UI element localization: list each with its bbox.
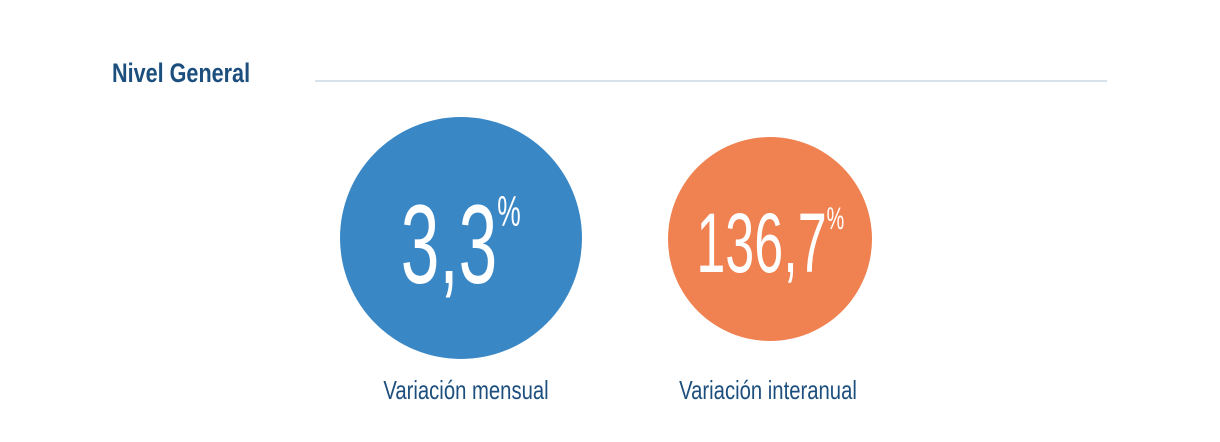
monthly-variation-value: 3,3% (400, 182, 521, 307)
annual-variation-value: 136,7% (696, 196, 844, 290)
monthly-variation-circle: 3,3% (340, 117, 582, 359)
annual-variation-label: Variación interanual (679, 375, 857, 405)
monthly-variation-label: Variación mensual (383, 375, 549, 405)
title-divider (315, 80, 1107, 82)
section-title: Nivel General (112, 58, 251, 88)
annual-variation-circle: 136,7% (668, 137, 872, 341)
